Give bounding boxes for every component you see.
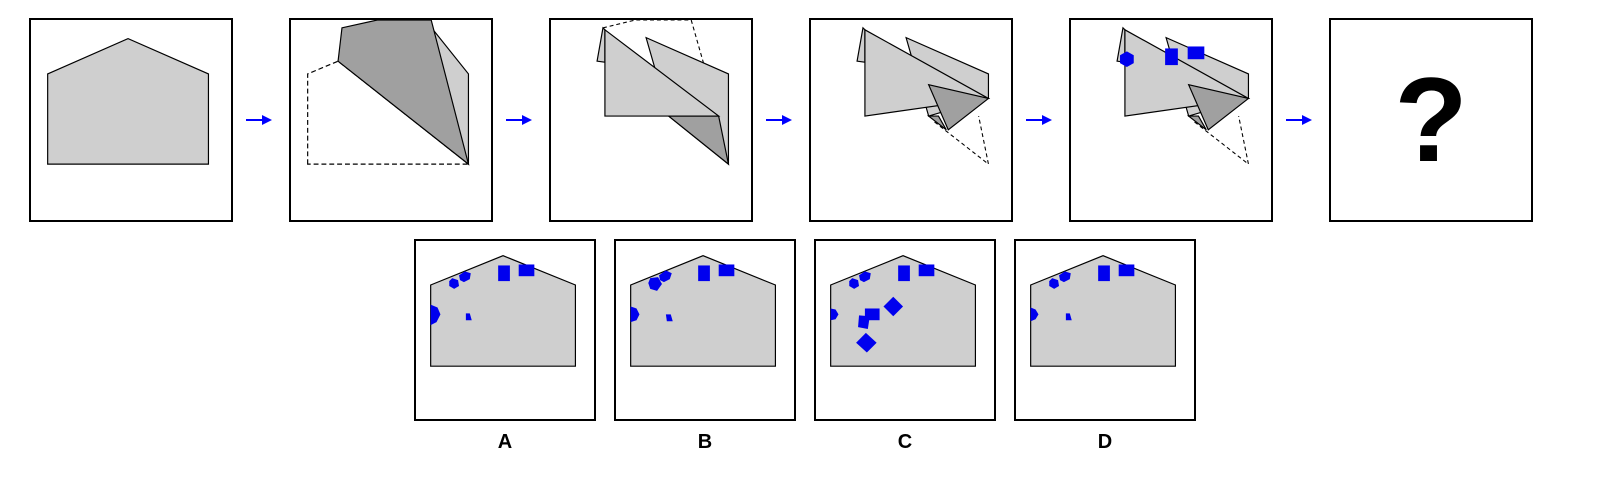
arrow-4 <box>1026 115 1052 125</box>
folded-corner <box>1187 83 1250 131</box>
hole-left-edge <box>430 304 441 326</box>
hole-square-1 <box>1165 48 1178 66</box>
hole-square-4 <box>858 315 870 330</box>
folded-corner <box>927 83 990 131</box>
hole-small <box>465 313 472 321</box>
dashed-fold-outline <box>934 115 990 166</box>
step-2-panel <box>289 18 493 222</box>
hole-top-left-2 <box>1049 278 1060 289</box>
paper-edge-sliver <box>596 26 606 63</box>
option-c-label: C <box>897 431 913 453</box>
paper-pentagon <box>1030 255 1177 367</box>
hole-top-left-2 <box>449 278 460 289</box>
step-1-panel <box>29 18 233 222</box>
option-b-panel[interactable] <box>614 239 796 421</box>
hole-diamond <box>883 296 904 317</box>
hole-top-left-1 <box>459 271 471 283</box>
option-b-figure <box>630 255 777 367</box>
step-3-figure <box>596 20 730 166</box>
hole-top-left-2 <box>849 278 860 289</box>
hole-left-edge <box>1030 307 1039 322</box>
hole-square-1 <box>1098 265 1110 282</box>
hole-square-2 <box>918 264 935 277</box>
step-4-panel <box>809 18 1013 222</box>
hole-square-1 <box>898 265 910 282</box>
hole-small <box>1065 313 1072 321</box>
hole-square-2 <box>1187 46 1205 60</box>
step-2-figure <box>307 20 471 166</box>
option-a-figure <box>430 255 577 367</box>
hole-top-left-1 <box>659 270 672 283</box>
option-d-panel[interactable] <box>1014 239 1196 421</box>
option-a-panel[interactable] <box>414 239 596 421</box>
step-1-figure <box>47 37 210 165</box>
hole-hexagon <box>1120 51 1134 68</box>
question-panel: ? <box>1329 18 1533 222</box>
dashed-fold-outline <box>1194 115 1250 166</box>
hole-square-1 <box>698 265 710 282</box>
hole-left-edge <box>830 308 839 321</box>
step-5-figure <box>1116 26 1251 166</box>
step-4-figure <box>856 26 991 166</box>
arrow-1 <box>246 115 272 125</box>
paper-dark-sliver <box>926 115 947 131</box>
option-c-panel[interactable] <box>814 239 996 421</box>
folded-flap <box>337 20 470 166</box>
arrow-2 <box>506 115 532 125</box>
option-b-label: B <box>697 431 713 453</box>
arrow-5 <box>1286 115 1312 125</box>
hole-square-1 <box>498 265 510 282</box>
paper-dark-layer <box>666 115 730 166</box>
paper-edge-sliver <box>856 26 866 63</box>
hole-small <box>665 314 673 322</box>
paper-pentagon <box>47 37 210 165</box>
paper-pentagon <box>630 255 777 367</box>
paper-pentagon <box>430 255 577 367</box>
hole-top-left-1 <box>859 271 871 283</box>
hole-left-edge <box>630 306 640 323</box>
hole-square-2 <box>1118 264 1135 277</box>
option-d-label: D <box>1097 431 1113 453</box>
step-3-panel <box>549 18 753 222</box>
option-a-label: A <box>497 431 513 453</box>
hole-square-2 <box>518 264 535 277</box>
question-mark: ? <box>1394 53 1468 187</box>
hole-square-2 <box>718 264 735 277</box>
hole-square-3 <box>864 308 880 321</box>
hole-square-5 <box>856 332 877 353</box>
paper-front-layer <box>604 28 721 117</box>
hole-top-left-1 <box>1059 271 1071 283</box>
arrow-3 <box>766 115 792 125</box>
hole-top-left-2 <box>648 277 662 291</box>
step-5-panel <box>1069 18 1273 222</box>
option-c-figure <box>830 255 977 367</box>
paper-dark-sliver <box>1186 115 1207 131</box>
option-d-figure <box>1030 255 1177 367</box>
